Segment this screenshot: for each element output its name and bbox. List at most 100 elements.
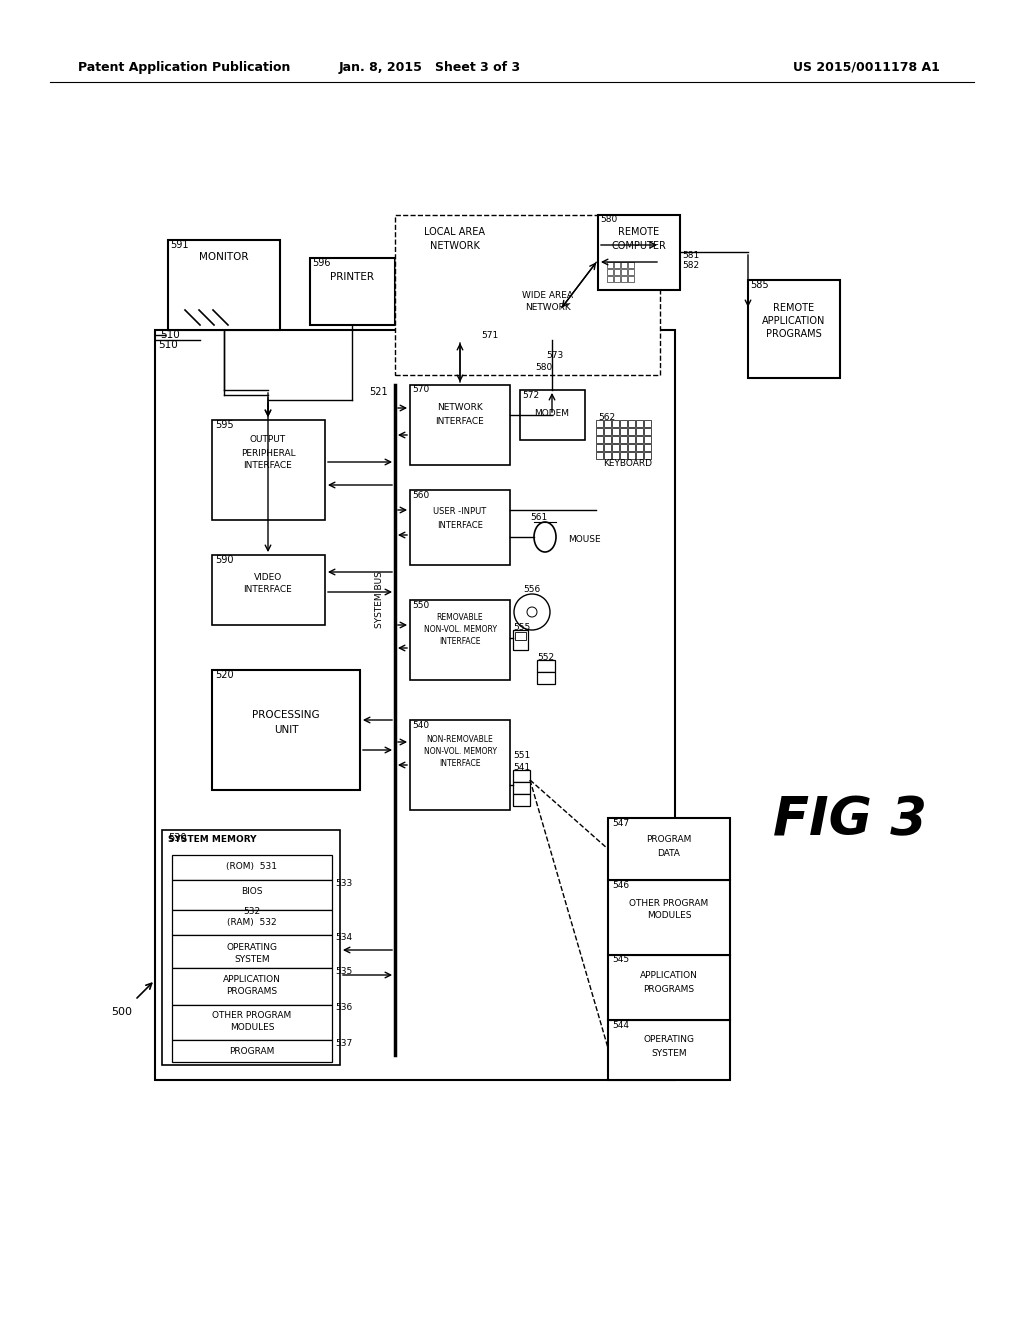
Bar xyxy=(612,444,618,451)
Text: INTERFACE: INTERFACE xyxy=(439,638,480,647)
Bar xyxy=(607,269,613,275)
Text: MOUSE: MOUSE xyxy=(568,536,601,544)
Text: 580: 580 xyxy=(600,215,617,224)
Text: 545: 545 xyxy=(612,956,629,965)
Text: REMOTE: REMOTE xyxy=(618,227,659,238)
Text: 530: 530 xyxy=(168,833,186,843)
Bar xyxy=(212,671,360,789)
Text: FIG 3: FIG 3 xyxy=(773,795,927,846)
Text: VIDEO: VIDEO xyxy=(254,573,283,582)
Bar xyxy=(636,451,643,459)
Text: APPLICATION: APPLICATION xyxy=(762,315,825,326)
Bar xyxy=(636,436,643,444)
Bar xyxy=(614,269,620,275)
Text: INTERFACE: INTERFACE xyxy=(439,759,480,768)
Text: 532: 532 xyxy=(244,908,260,916)
Text: 500: 500 xyxy=(112,1007,132,1016)
Text: PROCESSING: PROCESSING xyxy=(252,710,319,719)
Bar xyxy=(604,436,611,444)
Text: LOCAL AREA: LOCAL AREA xyxy=(425,227,485,238)
Text: 570: 570 xyxy=(412,385,429,395)
Text: NON-VOL. MEMORY: NON-VOL. MEMORY xyxy=(424,626,497,635)
Text: 510: 510 xyxy=(160,330,180,341)
Bar xyxy=(621,269,627,275)
Bar xyxy=(621,276,627,282)
Bar xyxy=(612,451,618,459)
Text: 560: 560 xyxy=(412,491,429,499)
Bar xyxy=(212,554,325,624)
Text: 573: 573 xyxy=(547,351,563,359)
Text: NETWORK: NETWORK xyxy=(437,404,483,412)
Bar xyxy=(596,420,603,426)
Text: SYSTEM BUS: SYSTEM BUS xyxy=(376,572,384,628)
Bar xyxy=(520,389,585,440)
Text: PROGRAM: PROGRAM xyxy=(646,836,691,845)
Bar xyxy=(628,436,635,444)
Bar xyxy=(644,436,651,444)
Bar xyxy=(172,1040,332,1063)
Bar xyxy=(513,795,530,807)
Bar xyxy=(628,261,634,268)
Bar xyxy=(596,436,603,444)
Text: PROGRAMS: PROGRAMS xyxy=(226,986,278,995)
Text: 582: 582 xyxy=(682,260,699,269)
Bar xyxy=(172,935,332,968)
Bar xyxy=(596,444,603,451)
Bar xyxy=(168,240,280,330)
Text: 585: 585 xyxy=(750,280,769,290)
Text: WIDE AREA: WIDE AREA xyxy=(522,290,573,300)
Bar xyxy=(608,954,730,1020)
Bar xyxy=(608,818,730,880)
Text: PRINTER: PRINTER xyxy=(330,272,374,282)
Text: 591: 591 xyxy=(170,240,188,249)
Text: OUTPUT: OUTPUT xyxy=(250,436,286,445)
Bar xyxy=(172,880,332,909)
Text: 580: 580 xyxy=(535,363,552,372)
Bar xyxy=(644,444,651,451)
Bar xyxy=(513,781,530,795)
Bar xyxy=(628,420,635,426)
Bar xyxy=(155,330,675,1080)
Text: USER -INPUT: USER -INPUT xyxy=(433,507,486,516)
Text: Patent Application Publication: Patent Application Publication xyxy=(78,61,291,74)
Text: (ROM)  531: (ROM) 531 xyxy=(226,862,278,871)
Bar xyxy=(537,660,555,672)
Text: OTHER PROGRAM: OTHER PROGRAM xyxy=(212,1011,292,1020)
Text: INTERFACE: INTERFACE xyxy=(244,462,293,470)
Bar xyxy=(620,420,627,426)
Bar xyxy=(513,770,530,781)
Text: 540: 540 xyxy=(412,721,429,730)
Text: (RAM)  532: (RAM) 532 xyxy=(227,917,276,927)
Bar xyxy=(620,451,627,459)
Bar xyxy=(212,420,325,520)
Text: OPERATING: OPERATING xyxy=(226,942,278,952)
Bar xyxy=(598,215,680,290)
Text: MONITOR: MONITOR xyxy=(200,252,249,261)
Bar xyxy=(612,428,618,436)
Text: 535: 535 xyxy=(335,966,352,975)
Text: 562: 562 xyxy=(598,413,615,422)
Text: SYSTEM: SYSTEM xyxy=(234,954,269,964)
Text: 590: 590 xyxy=(215,554,233,565)
Bar xyxy=(604,451,611,459)
Bar xyxy=(612,436,618,444)
Text: PROGRAMS: PROGRAMS xyxy=(766,329,822,339)
Bar xyxy=(644,420,651,426)
Bar xyxy=(614,261,620,268)
Bar xyxy=(604,428,611,436)
Bar xyxy=(172,909,332,935)
Bar xyxy=(620,436,627,444)
Text: 537: 537 xyxy=(335,1039,352,1048)
Text: 552: 552 xyxy=(537,653,554,663)
Text: DATA: DATA xyxy=(657,849,680,858)
Bar xyxy=(162,830,340,1065)
Text: OTHER PROGRAM: OTHER PROGRAM xyxy=(630,899,709,908)
Bar xyxy=(636,444,643,451)
Text: 571: 571 xyxy=(481,330,499,339)
Text: PROGRAM: PROGRAM xyxy=(229,1047,274,1056)
Text: 572: 572 xyxy=(522,391,539,400)
Bar xyxy=(628,444,635,451)
Bar xyxy=(628,428,635,436)
Text: 541: 541 xyxy=(513,763,530,772)
Text: MODULES: MODULES xyxy=(229,1023,274,1032)
